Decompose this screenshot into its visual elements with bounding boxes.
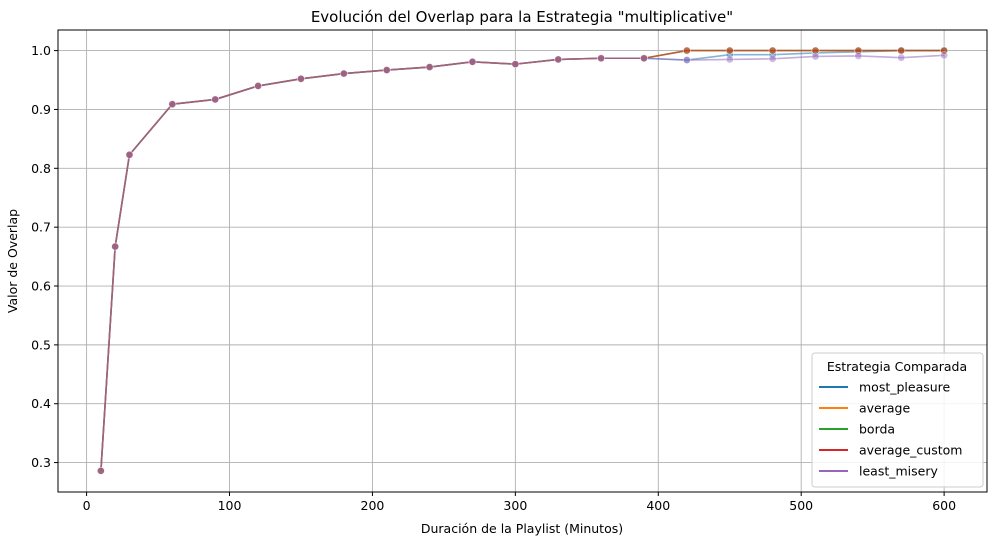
- y-tick-label: 0.5: [31, 337, 51, 352]
- data-point: [339, 69, 348, 78]
- data-point: [682, 46, 691, 55]
- x-tick-label: 300: [503, 498, 527, 513]
- y-tick-label: 0.3: [31, 455, 51, 470]
- data-point: [96, 466, 105, 475]
- series-least-misery: [96, 51, 949, 475]
- legend-label: least_misery: [859, 464, 938, 479]
- plot-area-frame: [57, 29, 988, 493]
- legend-box: [811, 352, 984, 488]
- data-point: [854, 46, 863, 55]
- data-point: [382, 66, 391, 74]
- y-tick-label: 0.6: [31, 279, 51, 294]
- y-tick-label: 0.9: [31, 102, 51, 117]
- data-point: [725, 46, 734, 55]
- legend-label: average: [859, 401, 910, 416]
- x-tick-label: 600: [932, 498, 956, 513]
- data-point: [111, 242, 120, 251]
- legend-label: most_pleasure: [859, 380, 951, 395]
- tick-layer: 0 100 200 300 400 500 600 0.3 0.4 0.5 0.6 0.7 0.8 0.9…: [31, 43, 956, 513]
- legend-title: Estrategia Comparada: [827, 359, 967, 374]
- data-point: [940, 46, 949, 55]
- data-point: [425, 63, 434, 71]
- data-point: [640, 54, 648, 63]
- data-point: [811, 46, 820, 55]
- chart-title: Evolución del Overlap para la Estrategia…: [311, 8, 733, 26]
- x-tick-label: 0: [83, 498, 91, 513]
- data-point: [811, 52, 820, 61]
- data-point: [254, 82, 262, 90]
- y-tick-label: 0.8: [31, 161, 51, 176]
- x-axis-label: Duración de la Playlist (Minutos): [421, 521, 623, 536]
- data-point: [211, 95, 220, 104]
- grid-layer: [58, 30, 987, 492]
- y-tick-label: 1.0: [31, 43, 51, 58]
- data-point: [468, 57, 477, 66]
- data-point: [854, 51, 863, 60]
- data-point: [511, 60, 520, 69]
- data-point: [897, 46, 906, 55]
- data-point: [297, 74, 305, 83]
- x-tick-label: 400: [646, 498, 670, 513]
- legend: Estrategia Comparada most_pleasureaverag…: [811, 352, 984, 488]
- data-point: [725, 55, 734, 64]
- y-tick-label: 0.4: [31, 396, 51, 411]
- legend-label: average_custom: [859, 443, 962, 458]
- x-tick-label: 500: [789, 498, 813, 513]
- y-axis-label: Valor de Overlap: [5, 209, 20, 313]
- series-line: [100, 54, 945, 471]
- x-tick-label: 200: [361, 498, 385, 513]
- x-tick-label: 100: [218, 498, 242, 513]
- legend-label: borda: [859, 422, 895, 437]
- data-point: [682, 56, 691, 64]
- data-point: [168, 100, 177, 109]
- series-layer: [96, 46, 949, 475]
- data-point: [597, 54, 606, 63]
- data-point: [768, 46, 777, 55]
- y-tick-label: 0.7: [31, 220, 51, 235]
- data-point: [554, 55, 563, 64]
- data-point: [897, 53, 906, 62]
- data-point: [940, 51, 949, 60]
- data-point: [125, 150, 134, 159]
- data-point: [768, 54, 777, 63]
